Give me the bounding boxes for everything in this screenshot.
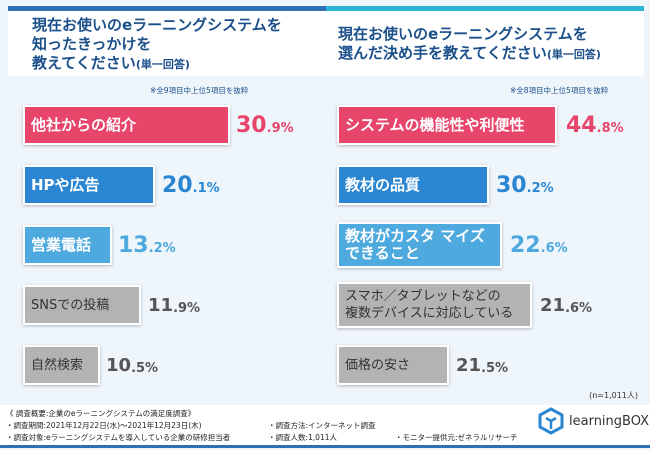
title-line: 現在お使いのeラーニングシステムを — [338, 25, 588, 43]
box-logo-icon — [538, 407, 564, 435]
title-line: 知ったきっかけを — [32, 35, 152, 53]
bar-label: 価格の安さ — [345, 357, 411, 373]
bar-label: 教材の品質 — [345, 175, 421, 194]
title-suffix: (単一回答) — [135, 58, 190, 71]
value-label: 13.2% — [118, 232, 176, 258]
bar-organic-search: 自然検索 — [23, 345, 100, 385]
value-label: 21.6% — [540, 294, 593, 316]
value-label: 21.5% — [456, 354, 509, 376]
bar-material-quality: 教材の品質 — [337, 165, 489, 205]
value-label: 30.9% — [236, 112, 294, 138]
bar-label: 教材がカスタ マイズ — [345, 227, 485, 245]
right-chart-title: 現在お使いのeラーニングシステムを 選んだ決め手を教えてください(単一回答) — [326, 11, 644, 76]
left-note: ※全9項目中上位5項目を抜粋 — [150, 86, 249, 95]
survey-period: ・調査期間:2021年12月22日(水)～2021年12月23日(木) — [6, 421, 202, 430]
learningbox-logo: learningBOX — [538, 407, 649, 435]
survey-count: ・調査人数:1,011人 — [268, 433, 337, 442]
bar-label: 複数デバイスに対応している — [345, 306, 514, 321]
survey-target: ・調査対象:eラーニングシステムを導入している企業の研修担当者 — [6, 433, 231, 442]
bottom-bar — [0, 445, 650, 448]
bar-label: できること — [345, 244, 420, 262]
left-chart-title: 現在お使いのeラーニングシステムを 知ったきっかけを 教えてください(単一回答) — [8, 11, 326, 76]
monitor-provider: ・モニター提供元:ゼネラルリサーチ — [395, 433, 518, 442]
bar-sales-call: 営業電話 — [23, 225, 112, 265]
top-bar-left — [8, 6, 326, 11]
bar-label: スマホ／タブレットなどの — [345, 289, 501, 304]
bar-functionality: システムの機能性や利便性 — [337, 105, 557, 145]
bar-label: 自然検索 — [31, 357, 84, 373]
title-line: 教えてください — [32, 54, 136, 72]
survey-footer: 《 調査概要:企業のeラーニングシステムの満足度調査》 ・調査期間:2021年1… — [0, 405, 650, 445]
bar-hp-ads: HPや広告 — [23, 165, 155, 205]
value-label: 10.5% — [106, 354, 159, 376]
sample-size: (n=1,011人) — [589, 391, 638, 400]
value-label: 20.1% — [162, 172, 220, 198]
bar-referral: 他社からの紹介 — [23, 105, 230, 145]
bar-label: 営業電話 — [31, 235, 92, 254]
title-line: 選んだ決め手を教えてください — [338, 44, 547, 62]
bar-price: 価格の安さ — [337, 345, 449, 385]
bar-label: 他社からの紹介 — [31, 115, 137, 134]
right-note: ※全8項目中上位5項目を抜粋 — [510, 86, 609, 95]
value-label: 11.9% — [148, 294, 201, 316]
value-label: 44.8% — [566, 112, 624, 138]
bar-sns: SNSでの投稿 — [23, 285, 141, 325]
survey-method: ・調査方法:インターネット調査 — [268, 421, 376, 430]
title-line: 現在お使いのeラーニングシステムを — [32, 16, 282, 34]
bar-multi-device: スマホ／タブレットなどの 複数デバイスに対応している — [337, 282, 532, 328]
bar-label: SNSでの投稿 — [31, 297, 110, 313]
title-suffix: (単一回答) — [546, 48, 601, 61]
top-bar-right — [326, 6, 644, 11]
bar-label: HPや広告 — [31, 175, 100, 194]
logo-text: learningBOX — [569, 413, 650, 429]
bar-customizable: 教材がカスタ マイズ できること — [337, 222, 502, 268]
bar-label: システムの機能性や利便性 — [345, 115, 525, 134]
value-label: 30.2% — [496, 172, 554, 198]
value-label: 22.6% — [510, 232, 568, 258]
survey-summary: 《 調査概要:企業のeラーニングシステムの満足度調査》 — [6, 409, 196, 418]
